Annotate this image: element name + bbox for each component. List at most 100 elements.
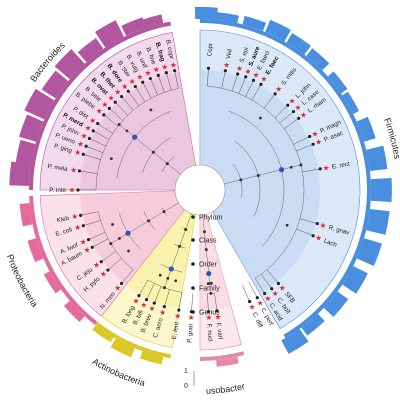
level-node (191, 286, 195, 290)
significance-star-icon: ★ (149, 304, 156, 313)
abundance-bar (324, 291, 348, 317)
significance-star-icon: ★ (253, 70, 260, 79)
abundance-bar (371, 178, 392, 202)
leaf-node (106, 268, 109, 271)
tree-root-hub (175, 165, 225, 215)
significance-star-icon: ★ (153, 65, 160, 74)
abundance-bar (281, 329, 308, 354)
leaf-node (92, 129, 95, 132)
significance-star-icon: ★ (133, 296, 140, 305)
significance-star-icon: ★ (121, 82, 128, 91)
significance-star-icon: ★ (69, 186, 76, 195)
significance-star-icon: ★ (71, 212, 78, 221)
internal-node (178, 245, 181, 248)
abundance-bar (195, 7, 218, 20)
significance-star-icon: ★ (249, 302, 256, 311)
internal-node (184, 228, 187, 231)
branch (191, 294, 192, 312)
abundance-bar (366, 209, 389, 235)
significance-star-icon: ★ (137, 72, 144, 81)
genus-node (206, 271, 211, 276)
significance-star-icon: ★ (114, 87, 121, 96)
internal-node (259, 117, 262, 120)
internal-node (152, 151, 155, 154)
internal-node (110, 157, 113, 160)
genus-node (279, 167, 284, 172)
scale-min: 0 (184, 383, 188, 390)
significance-star-icon: ★ (261, 75, 268, 84)
significance-star-icon: ★ (159, 308, 166, 317)
leaf-node (78, 169, 81, 172)
leaf-node (96, 122, 99, 125)
significance-star-icon: ★ (188, 313, 195, 322)
significance-star-icon: ★ (315, 138, 322, 147)
leaf-node (88, 137, 91, 140)
internal-node (126, 129, 129, 132)
internal-node (205, 248, 208, 251)
internal-node (162, 210, 165, 213)
level-label-family: Family (199, 286, 220, 293)
significance-star-icon: ★ (257, 299, 264, 308)
internal-node (166, 277, 169, 280)
genus-node (132, 135, 137, 140)
significance-star-icon: ★ (161, 62, 168, 71)
significance-star-icon: ★ (323, 163, 330, 172)
leaf-label: Copr (206, 43, 214, 57)
significance-star-icon: ★ (315, 233, 322, 242)
leaf-node (79, 214, 82, 217)
significance-star-icon: ★ (108, 93, 115, 102)
significance-star-icon: ★ (93, 261, 100, 270)
phylum-label-proteobacteria: Proteobacteria (5, 253, 40, 309)
leaf-node (312, 143, 315, 146)
leaf-label: P. inte (49, 187, 66, 194)
internal-node (118, 123, 121, 126)
internal-node (127, 250, 130, 253)
leaf-node (207, 67, 210, 70)
genus-node (125, 231, 130, 236)
significance-star-icon: ★ (74, 148, 81, 157)
significance-star-icon: ★ (84, 246, 91, 255)
leaf-node (100, 260, 103, 263)
abundance-bar (78, 38, 104, 62)
internal-node (111, 223, 114, 226)
significance-star-icon: ★ (129, 77, 136, 86)
leaf-node (76, 188, 79, 191)
internal-node (147, 219, 150, 222)
level-node (191, 262, 195, 266)
internal-node (118, 237, 121, 240)
significance-star-icon: ★ (70, 165, 77, 174)
leaf-node (236, 72, 239, 75)
significance-star-icon: ★ (236, 64, 243, 73)
significance-star-icon: ★ (74, 223, 81, 232)
significance-star-icon: ★ (295, 103, 302, 112)
scale-max: 1 (184, 368, 188, 375)
leaf-node (316, 222, 319, 225)
internal-node (239, 178, 242, 181)
branch (242, 285, 249, 301)
significance-star-icon: ★ (141, 301, 148, 310)
significance-star-icon: ★ (170, 60, 177, 69)
level-label-class: Class (199, 238, 217, 245)
phylum-label-actinobacteria: Actinobacteria (91, 356, 146, 388)
leaf-node (312, 234, 315, 237)
leaf-node (82, 224, 85, 227)
internal-node (163, 286, 166, 289)
abundance-bar (342, 266, 368, 294)
significance-star-icon: ★ (96, 107, 103, 116)
leaf-node (82, 153, 85, 156)
significance-star-icon: ★ (114, 284, 121, 293)
significance-star-icon: ★ (174, 312, 181, 321)
leaf-node (91, 246, 94, 249)
leaf-label: F. nucl (205, 323, 213, 341)
internal-node (203, 230, 206, 233)
significance-star-icon: ★ (289, 97, 296, 106)
level-node (191, 310, 195, 314)
significance-star-icon: ★ (102, 100, 109, 109)
internal-node (286, 224, 289, 227)
leaf-node (165, 71, 168, 74)
abundance-bar (42, 70, 69, 98)
bar-scale: 1 0 (184, 368, 194, 390)
significance-star-icon: ★ (275, 85, 282, 94)
